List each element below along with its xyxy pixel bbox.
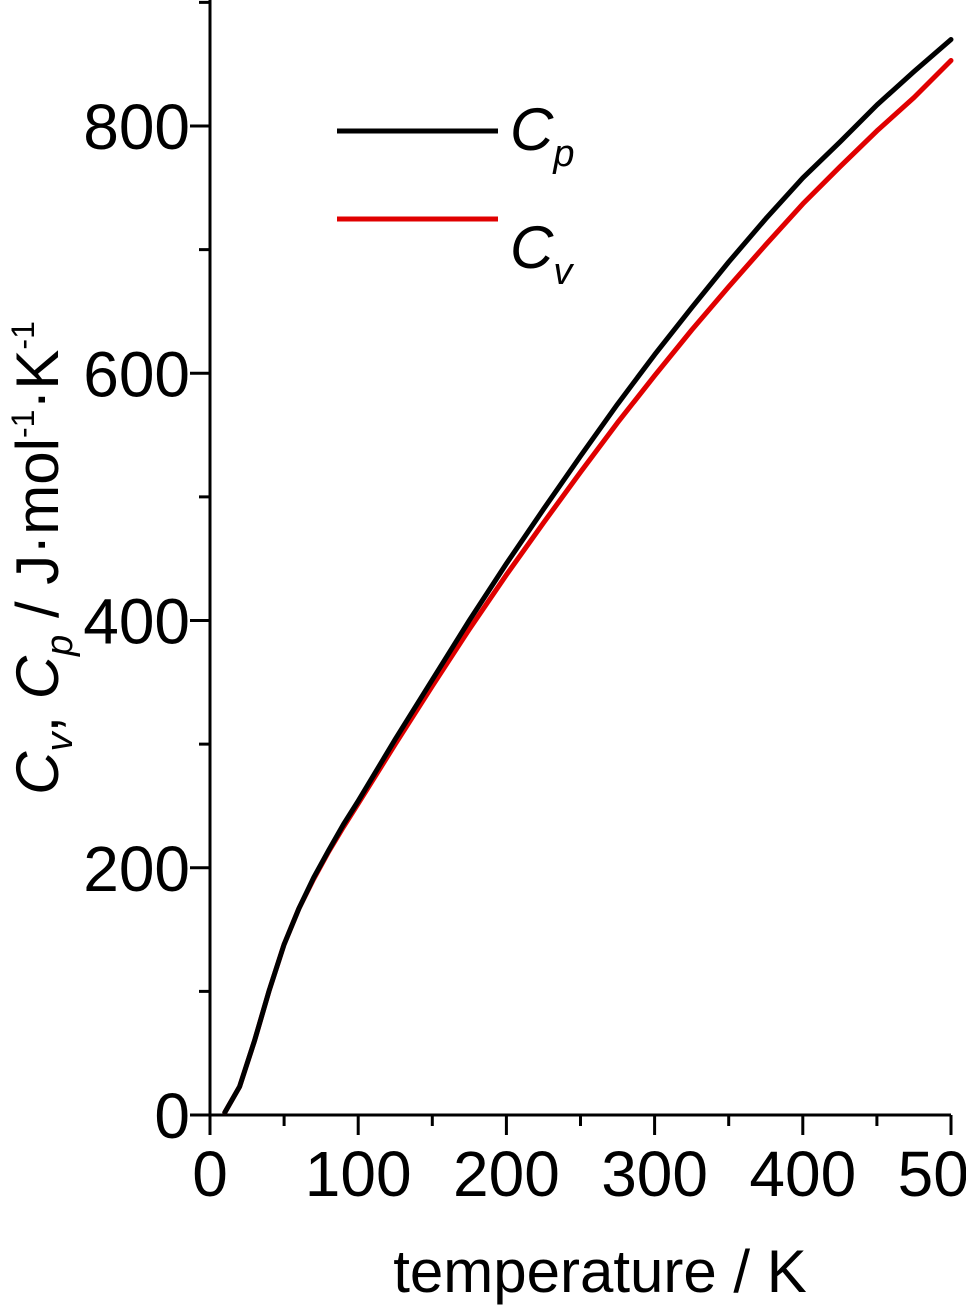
series-line-cp xyxy=(222,37,954,1115)
series-layer xyxy=(222,37,954,1115)
y-tick-label: 600 xyxy=(83,338,190,410)
y-tick-label: 200 xyxy=(83,833,190,905)
x-tick-label: 0 xyxy=(192,1138,228,1210)
x-tick-label: 200 xyxy=(453,1138,560,1210)
legend-label-cv: Cv xyxy=(510,214,574,293)
tick-labels: 0 100 200 300 400 500 0 200 400 600 800 xyxy=(83,91,966,1210)
x-tick-label: 400 xyxy=(749,1138,856,1210)
y-tick-label: 0 xyxy=(154,1080,190,1152)
legend-label-cp: Cp xyxy=(510,96,574,175)
x-tick-label: 100 xyxy=(305,1138,412,1210)
y-tick-label: 400 xyxy=(83,586,190,658)
x-axis-title: temperature / K xyxy=(393,1238,807,1305)
series-line-cv xyxy=(222,58,954,1115)
y-tick-label: 800 xyxy=(83,91,190,163)
x-tick-label: 500 xyxy=(898,1138,966,1210)
y-axis-title: Cv, Cp / J·mol-1·K-1 xyxy=(4,321,81,795)
legend: Cp Cv xyxy=(337,96,574,293)
x-tick-label: 300 xyxy=(601,1138,708,1210)
ticks xyxy=(190,0,953,1135)
